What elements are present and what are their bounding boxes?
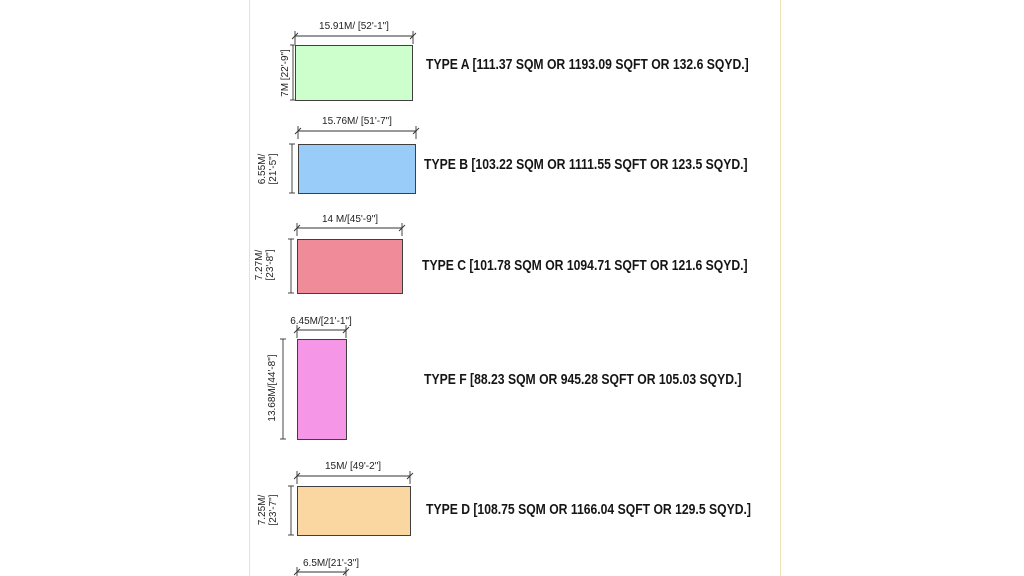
- type-e-width-label: 6.5M/[21'-3"]: [302, 558, 360, 569]
- type-c-height-label: 7.27M/ [23'-8"]: [254, 238, 276, 292]
- type-b-height-label: 6.55M/ [21'-5"]: [257, 144, 279, 194]
- type-b-height-label-line1: 6.55M/: [257, 153, 268, 185]
- type-b-width-label: 15.76M/ [51'-7"]: [322, 116, 392, 127]
- type-d-height-label-line2: [23'-7"]: [268, 494, 279, 526]
- type-d-width-label: 15M/ [49'-2"]: [324, 461, 382, 472]
- type-c-width-label: 14 M/[45'-9"]: [321, 214, 379, 225]
- type-f-description: TYPE F [88.23 SQM OR 945.28 SQFT OR 105.…: [424, 372, 742, 388]
- type-b-plot: [298, 144, 416, 194]
- type-c-height-label-line1: 7.27M/: [254, 249, 265, 281]
- type-d-height-label: 7.25M/ [23'-7"]: [257, 485, 279, 535]
- type-c-plot: [297, 239, 403, 294]
- type-a-width-label: 15.91M/ [52'-1"]: [319, 21, 389, 32]
- type-b-description: TYPE B [103.22 SQM OR 1111.55 SQFT OR 12…: [424, 157, 748, 173]
- type-f-width-label: 6.45M/[21'-1"]: [290, 316, 352, 327]
- type-a-height-label: 7M [22'-9"]: [280, 49, 291, 97]
- type-d-height-label-line1: 7.25M/: [257, 494, 268, 526]
- type-c-height-label-line2: [23'-8"]: [265, 249, 276, 281]
- type-f-plot: [297, 339, 347, 440]
- type-c-description: TYPE C [101.78 SQM OR 1094.71 SQFT OR 12…: [422, 258, 748, 274]
- type-a-description: TYPE A [111.37 SQM OR 1193.09 SQFT OR 13…: [426, 57, 749, 73]
- type-b-height-label-line2: [21'-5"]: [268, 153, 279, 185]
- type-d-plot: [297, 486, 411, 536]
- type-f-height-label: 13.68M/[44'-8"]: [267, 354, 278, 422]
- type-a-plot: [295, 45, 413, 101]
- type-d-description: TYPE D [108.75 SQM OR 1166.04 SQFT OR 12…: [426, 502, 751, 518]
